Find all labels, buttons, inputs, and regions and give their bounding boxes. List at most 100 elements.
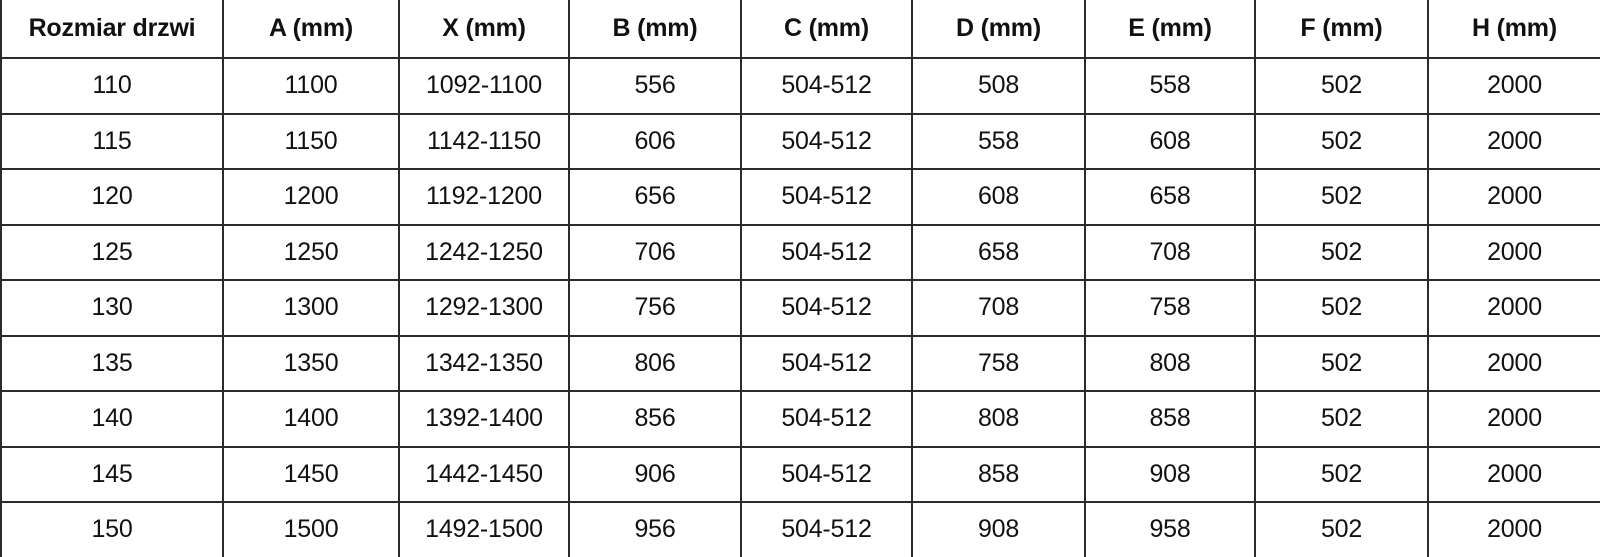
- cell-a: 1250: [223, 224, 400, 281]
- table-row: 115 1150 1142-1150 606 504-512 558 608 5…: [0, 113, 1600, 170]
- cell-b: 706: [569, 224, 742, 281]
- cell-h: 2000: [1428, 335, 1600, 392]
- cell-x: 1192-1200: [399, 169, 570, 226]
- column-header-a: A (mm): [223, 0, 400, 59]
- table-row: 130 1300 1292-1300 756 504-512 708 758 5…: [0, 280, 1600, 337]
- cell-size: 120: [0, 169, 224, 226]
- table-row: 120 1200 1192-1200 656 504-512 608 658 5…: [0, 169, 1600, 226]
- table-header: Rozmiar drzwi A (mm) X (mm) B (mm) C (mm…: [0, 0, 1600, 59]
- table-row: 150 1500 1492-1500 956 504-512 908 958 5…: [0, 502, 1600, 557]
- cell-c: 504-512: [741, 280, 913, 337]
- cell-f: 502: [1255, 169, 1429, 226]
- cell-d: 758: [912, 335, 1086, 392]
- cell-b: 656: [569, 169, 742, 226]
- cell-size: 145: [0, 446, 224, 503]
- column-header-d: D (mm): [912, 0, 1086, 59]
- cell-d: 908: [912, 502, 1086, 557]
- cell-size: 150: [0, 502, 224, 557]
- cell-c: 504-512: [741, 335, 913, 392]
- cell-x: 1292-1300: [399, 280, 570, 337]
- column-header-c: C (mm): [741, 0, 913, 59]
- cell-d: 858: [912, 446, 1086, 503]
- cell-h: 2000: [1428, 58, 1600, 115]
- cell-size: 125: [0, 224, 224, 281]
- cell-e: 858: [1085, 391, 1256, 448]
- cell-e: 558: [1085, 58, 1256, 115]
- cell-x: 1142-1150: [399, 113, 570, 170]
- cell-f: 502: [1255, 58, 1429, 115]
- cell-e: 808: [1085, 335, 1256, 392]
- cell-a: 1400: [223, 391, 400, 448]
- cell-a: 1500: [223, 502, 400, 557]
- cell-a: 1350: [223, 335, 400, 392]
- cell-b: 556: [569, 58, 742, 115]
- cell-d: 508: [912, 58, 1086, 115]
- cell-a: 1200: [223, 169, 400, 226]
- cell-x: 1342-1350: [399, 335, 570, 392]
- cell-b: 606: [569, 113, 742, 170]
- cell-h: 2000: [1428, 502, 1600, 557]
- cell-c: 504-512: [741, 391, 913, 448]
- cell-e: 908: [1085, 446, 1256, 503]
- cell-h: 2000: [1428, 169, 1600, 226]
- cell-x: 1442-1450: [399, 446, 570, 503]
- cell-d: 808: [912, 391, 1086, 448]
- cell-x: 1392-1400: [399, 391, 570, 448]
- cell-h: 2000: [1428, 446, 1600, 503]
- cell-f: 502: [1255, 335, 1429, 392]
- table-row: 135 1350 1342-1350 806 504-512 758 808 5…: [0, 335, 1600, 392]
- table-row: 125 1250 1242-1250 706 504-512 658 708 5…: [0, 224, 1600, 281]
- cell-e: 708: [1085, 224, 1256, 281]
- cell-size: 130: [0, 280, 224, 337]
- cell-f: 502: [1255, 224, 1429, 281]
- cell-c: 504-512: [741, 502, 913, 557]
- column-header-b: B (mm): [569, 0, 742, 59]
- cell-b: 856: [569, 391, 742, 448]
- cell-f: 502: [1255, 280, 1429, 337]
- cell-x: 1492-1500: [399, 502, 570, 557]
- cell-size: 135: [0, 335, 224, 392]
- cell-b: 906: [569, 446, 742, 503]
- table-row: 140 1400 1392-1400 856 504-512 808 858 5…: [0, 391, 1600, 448]
- cell-e: 658: [1085, 169, 1256, 226]
- table-row: 145 1450 1442-1450 906 504-512 858 908 5…: [0, 446, 1600, 503]
- table-body: 110 1100 1092-1100 556 504-512 508 558 5…: [0, 58, 1600, 557]
- cell-e: 608: [1085, 113, 1256, 170]
- cell-b: 806: [569, 335, 742, 392]
- cell-h: 2000: [1428, 280, 1600, 337]
- column-header-f: F (mm): [1255, 0, 1429, 59]
- cell-b: 956: [569, 502, 742, 557]
- cell-f: 502: [1255, 113, 1429, 170]
- cell-x: 1092-1100: [399, 58, 570, 115]
- header-row: Rozmiar drzwi A (mm) X (mm) B (mm) C (mm…: [0, 0, 1600, 59]
- cell-d: 708: [912, 280, 1086, 337]
- column-header-e: E (mm): [1085, 0, 1256, 59]
- cell-d: 608: [912, 169, 1086, 226]
- cell-h: 2000: [1428, 224, 1600, 281]
- column-header-h: H (mm): [1428, 0, 1600, 59]
- cell-f: 502: [1255, 502, 1429, 557]
- cell-c: 504-512: [741, 58, 913, 115]
- cell-h: 2000: [1428, 113, 1600, 170]
- cell-a: 1300: [223, 280, 400, 337]
- cell-size: 140: [0, 391, 224, 448]
- table-row: 110 1100 1092-1100 556 504-512 508 558 5…: [0, 58, 1600, 115]
- cell-f: 502: [1255, 446, 1429, 503]
- cell-c: 504-512: [741, 446, 913, 503]
- cell-d: 658: [912, 224, 1086, 281]
- cell-c: 504-512: [741, 113, 913, 170]
- cell-e: 958: [1085, 502, 1256, 557]
- column-header-x: X (mm): [399, 0, 570, 59]
- cell-a: 1450: [223, 446, 400, 503]
- cell-c: 504-512: [741, 169, 913, 226]
- cell-size: 115: [0, 113, 224, 170]
- cell-c: 504-512: [741, 224, 913, 281]
- cell-x: 1242-1250: [399, 224, 570, 281]
- cell-e: 758: [1085, 280, 1256, 337]
- cell-d: 558: [912, 113, 1086, 170]
- cell-a: 1100: [223, 58, 400, 115]
- cell-h: 2000: [1428, 391, 1600, 448]
- cell-a: 1150: [223, 113, 400, 170]
- cell-size: 110: [0, 58, 224, 115]
